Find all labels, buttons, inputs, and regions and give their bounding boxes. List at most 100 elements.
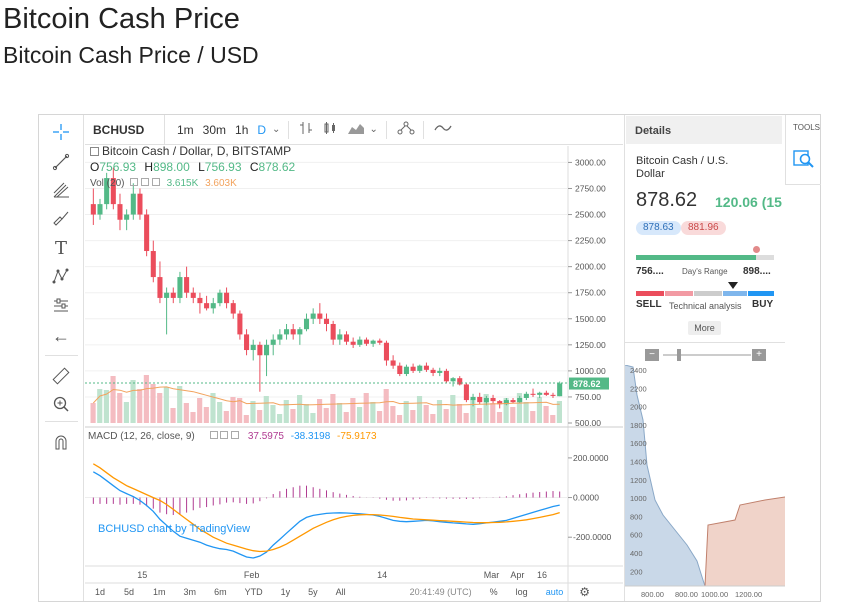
more-button[interactable]: More [688, 321, 721, 335]
zoom-slider-handle[interactable] [677, 349, 681, 361]
macd-line [92, 471, 560, 559]
gear-icon[interactable]: ⚙ [579, 585, 590, 599]
range-1y[interactable]: 1y [280, 587, 291, 597]
price-chart[interactable]: 3000.00 2750.00 2500.00 2250.00 2000.00 1750.… [85, 146, 623, 601]
depth-y-label: 200 [630, 567, 643, 576]
candle-body [110, 178, 116, 205]
depth-y-label: 600 [630, 531, 643, 540]
range-all[interactable]: All [335, 587, 346, 597]
trendline-icon[interactable] [50, 151, 72, 173]
volume-bar [243, 415, 249, 423]
chevron-down-icon[interactable]: ⌄ [272, 124, 281, 135]
back-arrow-icon[interactable]: ← [52, 325, 70, 346]
last-price-label: 878.62 [573, 379, 601, 389]
ta-label[interactable]: Technical analysis [669, 301, 742, 311]
volume-label: Vol (20) [90, 178, 125, 189]
zoom-icon[interactable] [50, 393, 72, 415]
candle-body [437, 370, 443, 373]
interval-1h[interactable]: 1h [235, 122, 249, 137]
volume-bar [170, 408, 176, 423]
details-icon[interactable] [793, 149, 815, 174]
chevron-down-icon[interactable]: ⌄ [369, 124, 378, 135]
range-bar-fill [636, 255, 756, 260]
collapse-icon[interactable] [90, 147, 99, 156]
candle-body [330, 323, 336, 340]
log-toggle[interactable]: log [515, 587, 528, 597]
last-price-tag [569, 377, 609, 390]
candle-body [277, 334, 283, 340]
text-tool-icon[interactable]: T [54, 237, 67, 259]
depth-x-label: 800.00 [641, 590, 664, 599]
zoom-slider-track[interactable] [663, 354, 751, 356]
pitchfork-icon[interactable] [50, 179, 72, 201]
clock-time: 20:41:49 (UTC) [409, 587, 472, 597]
ruler-icon[interactable] [50, 365, 72, 387]
candle-body [117, 204, 123, 220]
range-1d[interactable]: 1d [95, 587, 106, 597]
candle-body [423, 365, 429, 370]
range-5y[interactable]: 5y [308, 587, 318, 597]
candle-body [490, 397, 496, 402]
watermark[interactable]: BCHUSD chart by TradingView [98, 523, 251, 535]
interval-30m[interactable]: 30m [202, 122, 227, 137]
candle-body [197, 297, 203, 304]
details-header: Details [626, 116, 782, 144]
range-5d[interactable]: 5d [124, 587, 135, 597]
volume-bar [550, 415, 556, 423]
magnet-icon[interactable] [50, 431, 72, 453]
ohlc-legend: O756.93 H898.00 L756.93 C878.62 [90, 160, 295, 174]
range-bar-rest [756, 255, 774, 260]
interval-1m[interactable]: 1m [177, 122, 194, 137]
open-label: O [90, 160, 100, 174]
settings-icon[interactable] [130, 178, 139, 186]
candle-body [90, 204, 96, 215]
candles-style-icon[interactable] [323, 121, 337, 138]
pattern-icon[interactable] [50, 265, 72, 287]
candle-body [97, 204, 103, 215]
indicators-icon[interactable] [397, 121, 415, 138]
bars-style-icon[interactable] [299, 121, 313, 138]
candle-body [377, 340, 383, 343]
volume-bar [516, 393, 523, 423]
chart-area[interactable]: 3000.00 2750.00 2500.00 2250.00 2000.00 1750.… [85, 144, 623, 601]
depth-chart[interactable]: 2400 2200 2000 1800 1600 1400 1200 1000 800 600 40… [625, 365, 785, 601]
prediction-icon[interactable] [50, 295, 72, 317]
volume-ma-value: 3.603K [205, 178, 237, 189]
volume-bar [183, 403, 189, 423]
compare-icon[interactable] [434, 121, 452, 138]
macd-axis-label: 200.0000 [573, 453, 609, 463]
zoom-out-button[interactable]: − [645, 349, 659, 361]
symbol-input[interactable]: BCHUSD [85, 114, 165, 145]
settings-icon[interactable] [209, 431, 218, 439]
zoom-in-button[interactable]: + [752, 349, 766, 361]
volume-bar [203, 407, 209, 423]
brush-icon[interactable] [50, 207, 72, 229]
crosshair-icon[interactable] [50, 121, 72, 143]
close-label: C [249, 160, 259, 174]
range-6m[interactable]: 6m [214, 587, 227, 597]
volume-bar [390, 406, 396, 423]
percent-toggle[interactable]: % [489, 587, 498, 597]
range-1m[interactable]: 1m [153, 587, 166, 597]
hide-icon[interactable] [141, 178, 150, 186]
range-bar: 1d 5d 1m 3m 6m YTD 1y 5y All 20:41:49 (U… [85, 583, 623, 601]
area-style-icon[interactable] [347, 121, 365, 138]
candle-body [210, 303, 216, 309]
close-icon[interactable] [231, 431, 240, 439]
candle-body [137, 193, 143, 215]
interval-d[interactable]: D [257, 122, 267, 137]
volume-bar [383, 389, 389, 423]
signal-value: -75.9173 [337, 431, 377, 442]
auto-toggle[interactable]: auto [545, 587, 564, 597]
low-label: L [198, 160, 205, 174]
candle-body [244, 334, 250, 351]
price-axis-label: 2750.00 [575, 183, 606, 193]
hide-icon[interactable] [220, 431, 229, 439]
candle-body [337, 334, 343, 340]
price-axis-label: 2250.00 [575, 236, 606, 246]
signal-line [92, 463, 560, 553]
range-ytd[interactable]: YTD [244, 587, 263, 597]
price-axis-label: 1250.00 [575, 340, 606, 350]
range-3m[interactable]: 3m [183, 587, 197, 597]
close-icon[interactable] [151, 178, 160, 186]
